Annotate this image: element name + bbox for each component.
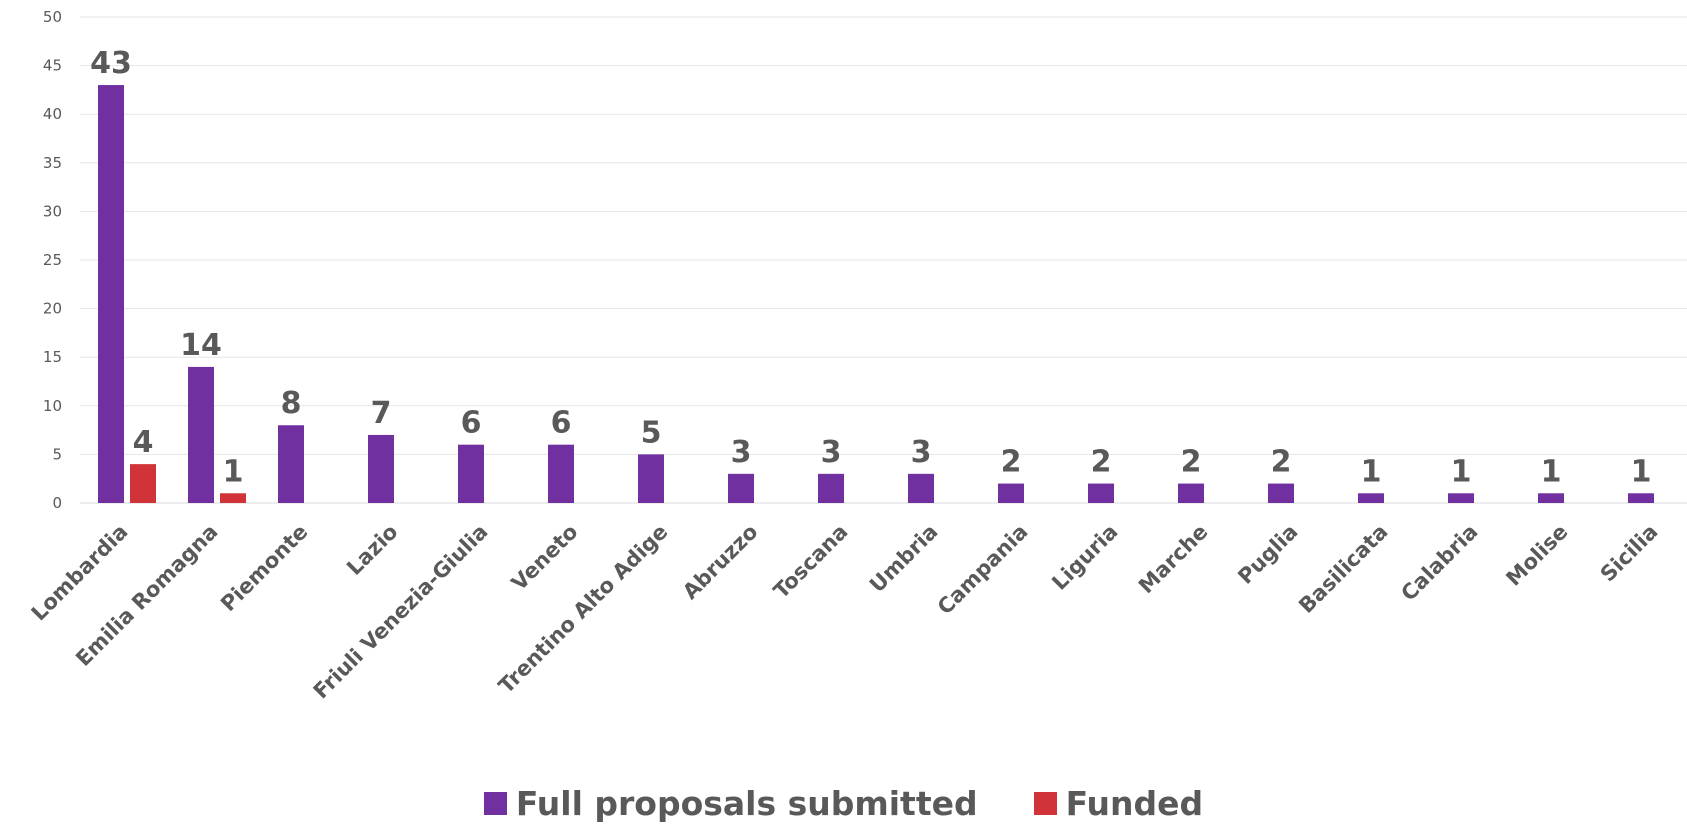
data-label-submitted: 1: [1451, 454, 1472, 489]
data-label-funded: 1: [223, 454, 244, 489]
data-label-submitted: 2: [1271, 445, 1292, 480]
bar-submitted: [98, 85, 124, 503]
data-label-submitted: 14: [180, 328, 222, 363]
data-label-submitted: 1: [1541, 454, 1562, 489]
data-label-submitted: 7: [371, 396, 392, 431]
gridlines: [80, 16, 1687, 504]
y-axis: 0 5 10 15 20 25 30 35 40 45 50: [43, 8, 62, 512]
x-tick-label: Trentino Alto Adige: [494, 520, 673, 699]
data-label-submitted: 2: [1091, 445, 1112, 480]
x-tick-label: Marche: [1134, 520, 1213, 599]
x-tick-label: Puglia: [1233, 520, 1302, 589]
data-label-submitted: 8: [281, 386, 302, 421]
data-label-submitted: 1: [1361, 454, 1382, 489]
legend-label-funded: Funded: [1065, 783, 1204, 823]
bar-submitted: [998, 483, 1024, 503]
bar-submitted: [458, 444, 484, 503]
data-label-submitted: 6: [551, 406, 572, 441]
bar-submitted: [908, 473, 934, 503]
x-tick-label: Lazio: [342, 520, 402, 580]
data-label-submitted: 3: [731, 435, 752, 470]
data-label-submitted: 5: [641, 415, 662, 450]
y-tick-label: 15: [43, 348, 62, 366]
x-tick-label: Molise: [1501, 520, 1572, 591]
x-tick-label: Friuli Venezia-Giulia: [309, 520, 493, 704]
bar-submitted: [548, 444, 574, 503]
legend-swatch-submitted: [483, 791, 507, 815]
bar-submitted: [278, 425, 304, 503]
bar-submitted: [818, 473, 844, 503]
y-tick-label: 40: [43, 105, 62, 123]
y-tick-label: 20: [43, 300, 62, 318]
bar-submitted: [1088, 483, 1114, 503]
data-label-submitted: 43: [90, 46, 132, 81]
legend-item-submitted: Full proposals submitted: [483, 783, 978, 823]
bar-submitted: [1358, 493, 1384, 503]
x-tick-label: Piemonte: [216, 520, 312, 616]
bar-submitted: [638, 454, 664, 503]
x-tick-label: Campania: [933, 520, 1033, 620]
y-tick-label: 10: [43, 397, 62, 415]
bar-funded: [220, 493, 246, 503]
bar-funded: [130, 464, 156, 503]
data-labels: 43 4 14 1 8 7 6 6 5 3 3 3 2 2 2 2 1 1 1 1: [90, 46, 1651, 489]
x-tick-label: Abruzzo: [678, 520, 762, 604]
y-tick-label: 0: [52, 494, 62, 512]
data-label-submitted: 3: [911, 435, 932, 470]
y-tick-label: 45: [43, 57, 62, 75]
x-tick-label: Liguria: [1047, 520, 1122, 595]
y-tick-label: 30: [43, 202, 62, 220]
data-label-submitted: 6: [461, 406, 482, 441]
bar-submitted: [1178, 483, 1204, 503]
data-label-submitted: 3: [821, 435, 842, 470]
x-tick-label: Sicilia: [1596, 520, 1663, 587]
x-tick-label: Calabria: [1396, 520, 1482, 606]
bar-submitted: [1628, 493, 1654, 503]
legend-swatch-funded: [1033, 791, 1057, 815]
bar-submitted: [728, 473, 754, 503]
bar-submitted: [188, 366, 214, 503]
bar-submitted: [368, 434, 394, 503]
y-tick-label: 50: [43, 8, 62, 26]
legend: Full proposals submitted Funded: [0, 778, 1687, 828]
x-tick-label: Veneto: [507, 520, 583, 596]
y-tick-label: 35: [43, 154, 62, 172]
bar-submitted: [1538, 493, 1564, 503]
x-tick-label: Toscana: [769, 520, 853, 604]
bar-submitted: [1268, 483, 1294, 503]
x-tick-label: Basilicata: [1294, 520, 1392, 618]
y-tick-label: 5: [52, 445, 62, 463]
data-label-funded: 4: [133, 425, 154, 460]
legend-item-funded: Funded: [1033, 783, 1204, 823]
data-label-submitted: 1: [1631, 454, 1652, 489]
data-label-submitted: 2: [1001, 445, 1022, 480]
y-tick-label: 25: [43, 251, 62, 269]
legend-label-submitted: Full proposals submitted: [515, 783, 978, 823]
bars: [98, 85, 1654, 503]
bar-submitted: [1448, 493, 1474, 503]
data-label-submitted: 2: [1181, 445, 1202, 480]
x-tick-label: Umbria: [865, 520, 943, 598]
